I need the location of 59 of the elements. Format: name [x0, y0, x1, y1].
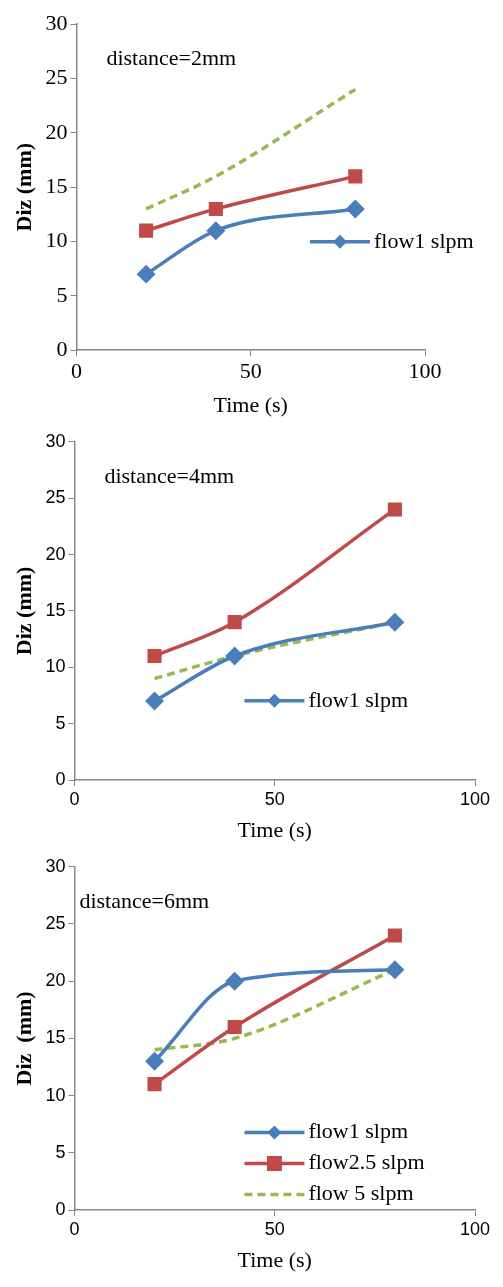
y-tick-label: 15: [45, 1027, 66, 1048]
legend-label: flow1 slpm: [308, 686, 409, 712]
x-tick-label: 100: [459, 1218, 491, 1239]
y-tick-label: 15: [45, 599, 66, 620]
annotation: distance=2mm: [106, 44, 237, 70]
x-tick-label: 100: [459, 788, 491, 809]
y-axis-title: Diz (mm): [10, 991, 36, 1086]
y-tick-label: 20: [45, 543, 66, 564]
y-tick-label: 25: [45, 912, 66, 933]
y-tick-label: 30: [45, 430, 66, 451]
y-tick-label: 25: [45, 64, 68, 90]
point: [147, 1077, 162, 1092]
x-tick-label: 100: [408, 358, 442, 384]
y-tick-label: 15: [45, 172, 68, 198]
y-tick-label: 20: [45, 118, 68, 144]
point: [207, 221, 225, 240]
x-tick-label: 50: [264, 1218, 285, 1239]
x-axis-title: Time (s): [213, 391, 288, 417]
y-tick-label: 5: [55, 1141, 66, 1162]
legend-label: flow1 slpm: [308, 1118, 409, 1144]
point: [387, 928, 402, 943]
point: [227, 1019, 242, 1035]
point: [386, 613, 404, 631]
y-axis-title: Diz (mm): [10, 566, 36, 656]
point: [225, 972, 244, 990]
point: [208, 201, 223, 216]
y-tick-label: 30: [45, 9, 68, 35]
y-tick-label: 0: [55, 768, 66, 789]
point: [145, 692, 164, 710]
x-tick-label: 50: [264, 788, 285, 809]
point: [227, 615, 242, 630]
legend-label: flow2.5 slpm: [308, 1149, 425, 1175]
y-tick-label: 30: [45, 855, 66, 876]
y-tick-label: 0: [55, 1198, 66, 1219]
annotation: distance=6mm: [79, 887, 210, 913]
point: [145, 1052, 164, 1071]
point: [139, 223, 154, 238]
point: [147, 648, 162, 664]
y-tick-label: 10: [45, 227, 68, 253]
point: [386, 961, 404, 979]
y-tick-label: 10: [45, 1084, 66, 1105]
y-axis-title: Diz (mm): [10, 142, 36, 232]
legend-label: flow1 slpm: [374, 227, 474, 253]
point: [387, 502, 402, 517]
y-tick-label: 10: [45, 656, 66, 677]
legend-label: flow 5 slpm: [308, 1180, 414, 1206]
x-tick-label: 50: [239, 358, 262, 384]
y-tick-label: 20: [45, 970, 66, 991]
y-tick-label: 5: [56, 281, 68, 307]
point: [346, 200, 365, 218]
point: [137, 265, 155, 283]
y-tick-label: 5: [55, 712, 66, 733]
annotation: distance=4mm: [104, 462, 235, 488]
y-tick-label: 25: [45, 487, 66, 508]
y-tick-label: 0: [56, 335, 68, 361]
x-axis-title: Time (s): [237, 1246, 312, 1272]
point: [348, 169, 363, 184]
x-axis-title: Time (s): [237, 816, 312, 842]
point: [225, 647, 244, 665]
